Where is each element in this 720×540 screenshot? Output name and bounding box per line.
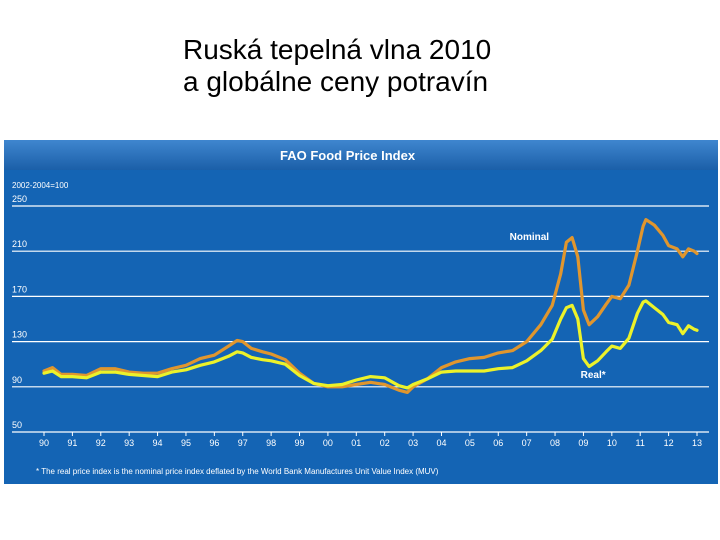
x-tick-label: 90 <box>39 438 49 448</box>
x-tick-label: 91 <box>67 438 77 448</box>
x-tick-label: 11 <box>636 438 645 448</box>
x-tick-label: 08 <box>550 438 560 448</box>
x-tick-label: 99 <box>295 438 305 448</box>
x-tick-label: 06 <box>493 438 503 448</box>
x-tick-label: 13 <box>692 438 702 448</box>
base-label: 2002-2004=100 <box>12 181 69 190</box>
series-label-real: Real* <box>581 370 606 381</box>
y-tick-label: 170 <box>12 284 27 294</box>
y-tick-label: 130 <box>12 330 27 340</box>
footnote: * The real price index is the nominal pr… <box>36 467 439 476</box>
x-tick-label: 93 <box>124 438 134 448</box>
chart-title: FAO Food Price Index <box>280 148 416 163</box>
x-tick-label: 03 <box>408 438 418 448</box>
y-tick-label: 250 <box>12 194 27 204</box>
series-annotations: Nominal Real* <box>510 232 606 381</box>
slide-title: Ruská tepelná vlna 2010 a globálne ceny … <box>183 34 491 98</box>
x-tick-label: 10 <box>607 438 617 448</box>
chart-panel: FAO Food Price Index 50 90 130 170 210 250 90… <box>4 140 718 484</box>
chart-header: FAO Food Price Index <box>4 140 718 170</box>
x-tick-label: 02 <box>380 438 390 448</box>
x-tick-label: 07 <box>522 438 532 448</box>
x-tick-label: 98 <box>266 438 276 448</box>
x-tick-label: 01 <box>351 438 361 448</box>
series-line-real <box>42 299 699 390</box>
y-tick-labels: 50 90 130 170 210 250 <box>12 194 27 430</box>
y-tick-label: 90 <box>12 375 22 385</box>
x-tick-label: 09 <box>578 438 588 448</box>
x-tick-label: 92 <box>96 438 106 448</box>
x-tick-label: 00 <box>323 438 333 448</box>
slide-title-line-2: a globálne ceny potravín <box>183 66 489 97</box>
series-label-nominal: Nominal <box>510 232 550 243</box>
x-tick-label: 12 <box>664 438 674 448</box>
x-tick-label: 96 <box>209 438 219 448</box>
y-tick-label: 50 <box>12 420 22 430</box>
x-tick-label: 97 <box>238 438 248 448</box>
gridlines <box>12 205 709 433</box>
series-line-nominal <box>42 218 699 394</box>
line-chart: 50 90 130 170 210 250 90 91 92 93 94 95 96 97 98 99 00 0… <box>12 181 709 476</box>
x-tick-label: 05 <box>465 438 475 448</box>
x-tick-labels: 90 91 92 93 94 95 96 97 98 99 00 01 02 03 04 05 06 07 08 09… <box>39 432 702 448</box>
slide-title-line-1: Ruská tepelná vlna 2010 <box>183 34 492 65</box>
series-lines <box>42 218 699 394</box>
x-tick-label: 94 <box>153 438 163 448</box>
y-tick-label: 210 <box>12 239 27 249</box>
x-tick-label: 95 <box>181 438 191 448</box>
x-tick-label: 04 <box>436 438 446 448</box>
